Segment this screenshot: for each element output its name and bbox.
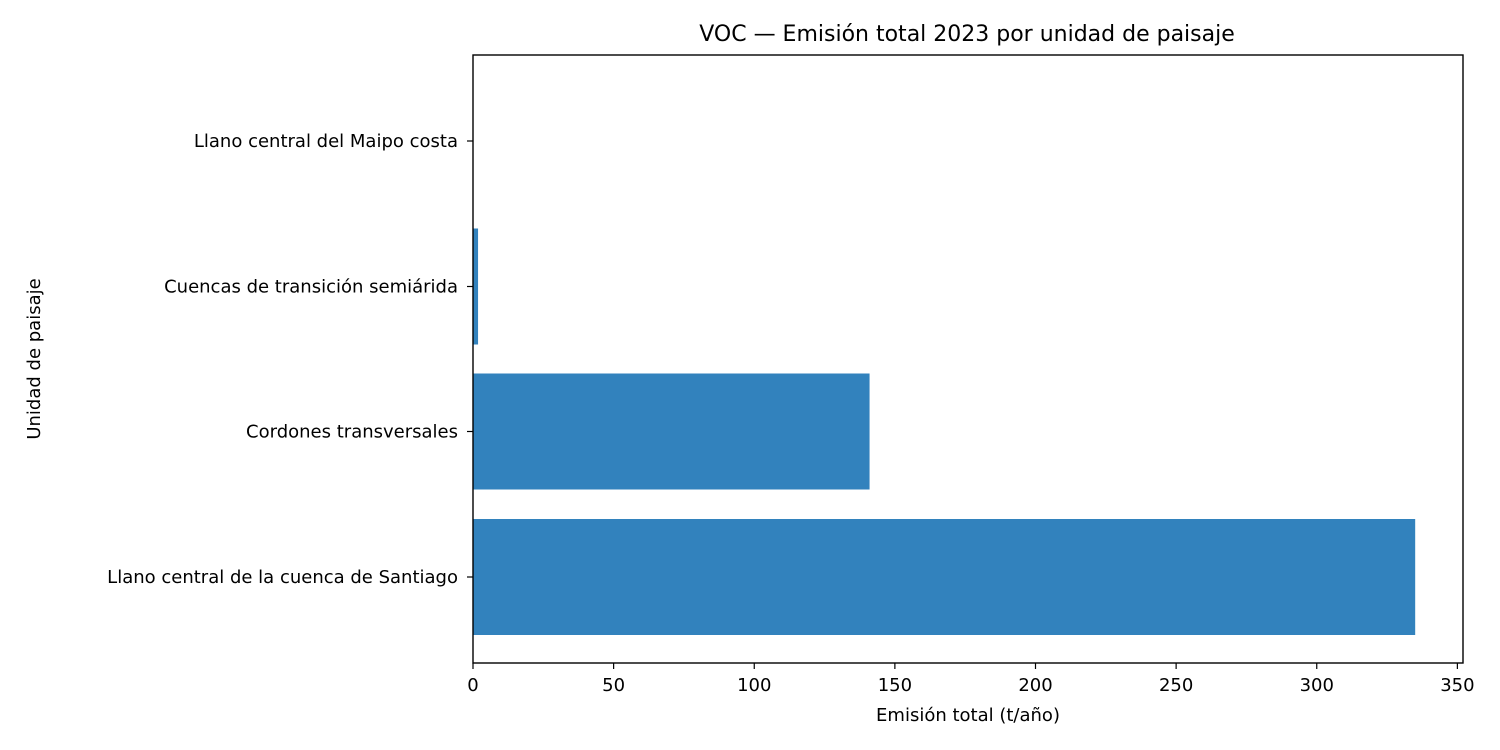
x-tick-label: 300 — [1300, 675, 1334, 696]
x-tick-label: 50 — [602, 675, 625, 696]
chart-title: VOC — Emisión total 2023 por unidad de p… — [699, 22, 1235, 47]
y-tick-label: Cordones transversales — [246, 422, 458, 443]
x-tick-label: 0 — [467, 675, 478, 696]
bar-3 — [473, 373, 870, 490]
y-tick-label: Llano central de la cuenca de Santiago — [107, 567, 458, 588]
y-tick-label: Cuencas de transición semiárida — [164, 277, 458, 298]
x-axis-ticks: 0 50 100 150 200 250 300 350 — [467, 663, 1475, 696]
x-tick-label: 350 — [1440, 675, 1474, 696]
bar-4 — [473, 519, 1416, 635]
y-axis-label: Unidad de paisaje — [24, 278, 45, 439]
x-tick-label: 200 — [1018, 675, 1052, 696]
x-tick-label: 100 — [737, 675, 771, 696]
y-axis-ticks: Llano central del Maipo costa Cuencas de … — [107, 131, 473, 588]
plot-area-frame — [472, 54, 1464, 664]
y-tick-label: Llano central del Maipo costa — [194, 131, 458, 152]
bar-2 — [473, 228, 479, 345]
x-tick-label: 250 — [1159, 675, 1193, 696]
bars-group — [473, 83, 1416, 635]
x-tick-label: 150 — [878, 675, 912, 696]
x-axis-label: Emisión total (t/año) — [876, 705, 1060, 726]
